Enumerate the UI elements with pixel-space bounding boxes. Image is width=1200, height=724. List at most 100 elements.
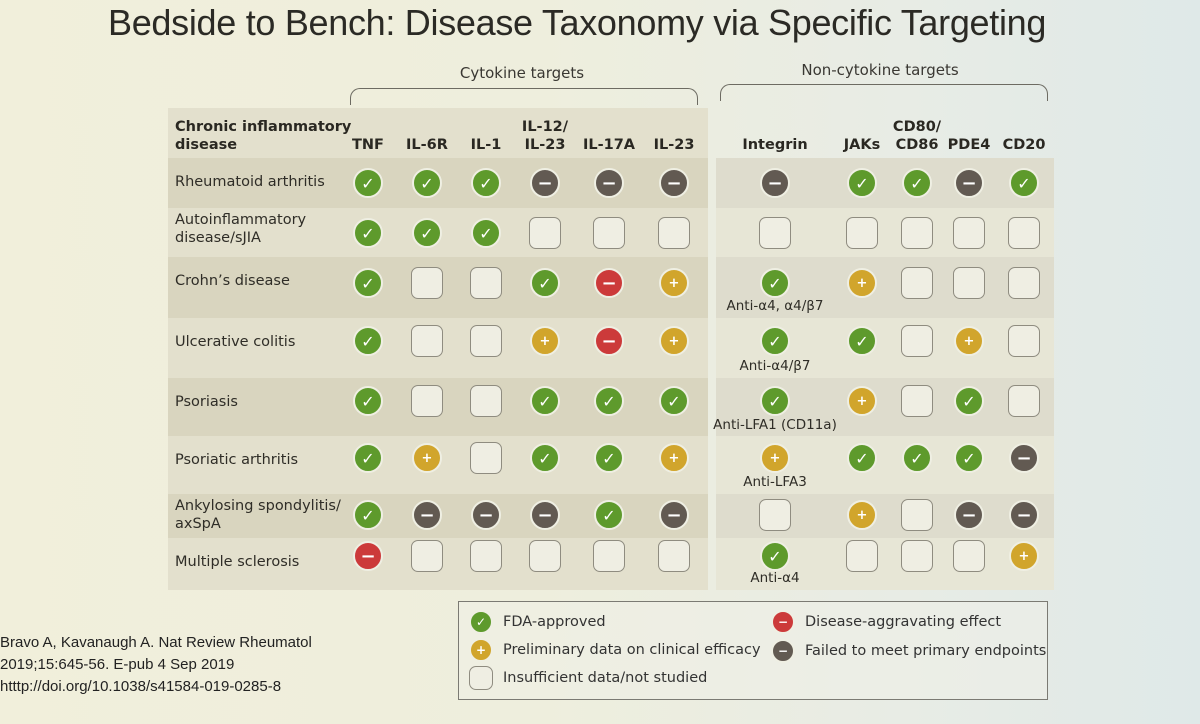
column-header: IL-23 (629, 136, 719, 154)
empty-box-icon (846, 540, 878, 572)
column-header-line: IL-17A (582, 137, 636, 153)
empty-box-icon (759, 217, 791, 249)
legend-label: Failed to meet primary endpoints (805, 643, 1047, 659)
disease-column-header: Chronic inflammatory disease (175, 118, 351, 154)
empty-box-icon (470, 267, 502, 299)
check-icon: ✓ (954, 386, 984, 416)
check-icon: ✓ (353, 386, 383, 416)
check-icon: ✓ (530, 268, 560, 298)
disease-name-line: disease/sJIA (175, 230, 261, 246)
empty-box-icon (658, 217, 690, 249)
disease-name-line: Rheumatoid arthritis (175, 174, 325, 190)
empty-box-icon (953, 540, 985, 572)
check-icon: ✓ (760, 268, 790, 298)
empty-box-icon (901, 499, 933, 531)
check-icon: ✓ (594, 386, 624, 416)
empty-box-icon (411, 385, 443, 417)
disease-name: Psoriatic arthritis (175, 451, 298, 469)
legend-item-prelim: + Preliminary data on clinical efficacy (469, 638, 761, 662)
check-icon: ✓ (353, 500, 383, 530)
check-icon: ✓ (659, 386, 689, 416)
empty-box-icon (1008, 267, 1040, 299)
plus-icon: + (469, 638, 493, 662)
integrin-agent-note: Anti-LFA3 (743, 474, 807, 490)
disease-header-line-2: disease (175, 137, 238, 153)
minus-icon: − (471, 500, 501, 530)
column-header: IL-12/IL-23 (500, 118, 590, 154)
integrin-agent-note: Anti-α4, α4/β7 (726, 298, 824, 314)
empty-box-icon (953, 217, 985, 249)
column-header-line: IL-12/ (521, 119, 569, 135)
legend-item-aggr: − Disease-aggravating effect (771, 610, 1001, 634)
empty-box-icon (901, 267, 933, 299)
disease-header-line-1: Chronic inflammatory (175, 119, 352, 135)
minus-icon: − (760, 168, 790, 198)
check-icon: ✓ (902, 168, 932, 198)
legend-item-none: Insufficient data/not studied (469, 666, 707, 690)
minus-icon: − (353, 541, 383, 571)
minus-icon: − (771, 639, 795, 663)
column-header: PDE4 (924, 136, 1014, 154)
column-header-line: CD80/ (892, 119, 942, 135)
integrin-agent-note: Anti-LFA1 (CD11a) (713, 417, 837, 433)
column-header: JAKs (817, 136, 907, 154)
check-icon: ✓ (353, 218, 383, 248)
disease-name: Ulcerative colitis (175, 333, 295, 351)
plus-icon: + (659, 268, 689, 298)
minus-icon: − (594, 326, 624, 356)
legend: ✓ FDA-approved + Preliminary data on cli… (458, 601, 1048, 700)
plus-icon: + (1009, 541, 1039, 571)
disease-name: Multiple sclerosis (175, 553, 299, 571)
empty-box-icon (470, 385, 502, 417)
disease-name-line: axSpA (175, 516, 221, 532)
empty-box-icon (901, 540, 933, 572)
empty-box-icon (529, 540, 561, 572)
column-header-line: IL-1 (470, 137, 502, 153)
check-icon: ✓ (760, 326, 790, 356)
check-icon: ✓ (353, 268, 383, 298)
plus-icon: + (847, 500, 877, 530)
minus-icon: − (954, 500, 984, 530)
check-icon: ✓ (954, 443, 984, 473)
check-icon: ✓ (1009, 168, 1039, 198)
empty-box-icon (529, 217, 561, 249)
group-label-cytokine: Cytokine targets (459, 64, 585, 82)
column-header-line: IL-23 (524, 137, 566, 153)
check-icon: ✓ (471, 218, 501, 248)
minus-icon: − (659, 168, 689, 198)
plus-icon: + (659, 443, 689, 473)
minus-icon: − (412, 500, 442, 530)
check-icon: ✓ (471, 168, 501, 198)
column-header-line: JAKs (843, 137, 881, 153)
plus-icon: + (412, 443, 442, 473)
check-icon: ✓ (760, 386, 790, 416)
check-icon: ✓ (594, 443, 624, 473)
minus-icon: − (530, 168, 560, 198)
check-icon: ✓ (530, 443, 560, 473)
empty-box-icon (1008, 217, 1040, 249)
empty-box-icon (759, 499, 791, 531)
column-header-line: CD86 (895, 137, 939, 153)
plus-icon: + (659, 326, 689, 356)
brace-noncytokine (720, 84, 1048, 101)
empty-box-icon (953, 267, 985, 299)
empty-box-icon (658, 540, 690, 572)
legend-label: Disease-aggravating effect (805, 614, 1002, 630)
minus-icon: − (594, 268, 624, 298)
column-header-line: PDE4 (947, 137, 991, 153)
citation-line-3[interactable]: htttp://doi.org/10.1038/s41584-019-0285-… (0, 678, 282, 695)
legend-label: Preliminary data on clinical efficacy (503, 642, 761, 658)
empty-box-icon (470, 540, 502, 572)
empty-box-icon (1008, 325, 1040, 357)
empty-box-icon (411, 267, 443, 299)
column-header: IL-6R (382, 136, 472, 154)
check-icon: ✓ (412, 168, 442, 198)
plus-icon: + (847, 386, 877, 416)
disease-name: Crohn’s disease (175, 272, 290, 290)
plus-icon: + (530, 326, 560, 356)
check-icon: ✓ (847, 443, 877, 473)
column-header: TNF (323, 136, 413, 154)
legend-label: Insufficient data/not studied (503, 670, 708, 686)
disease-name-line: Psoriatic arthritis (175, 452, 299, 468)
legend-label: FDA-approved (503, 614, 606, 630)
